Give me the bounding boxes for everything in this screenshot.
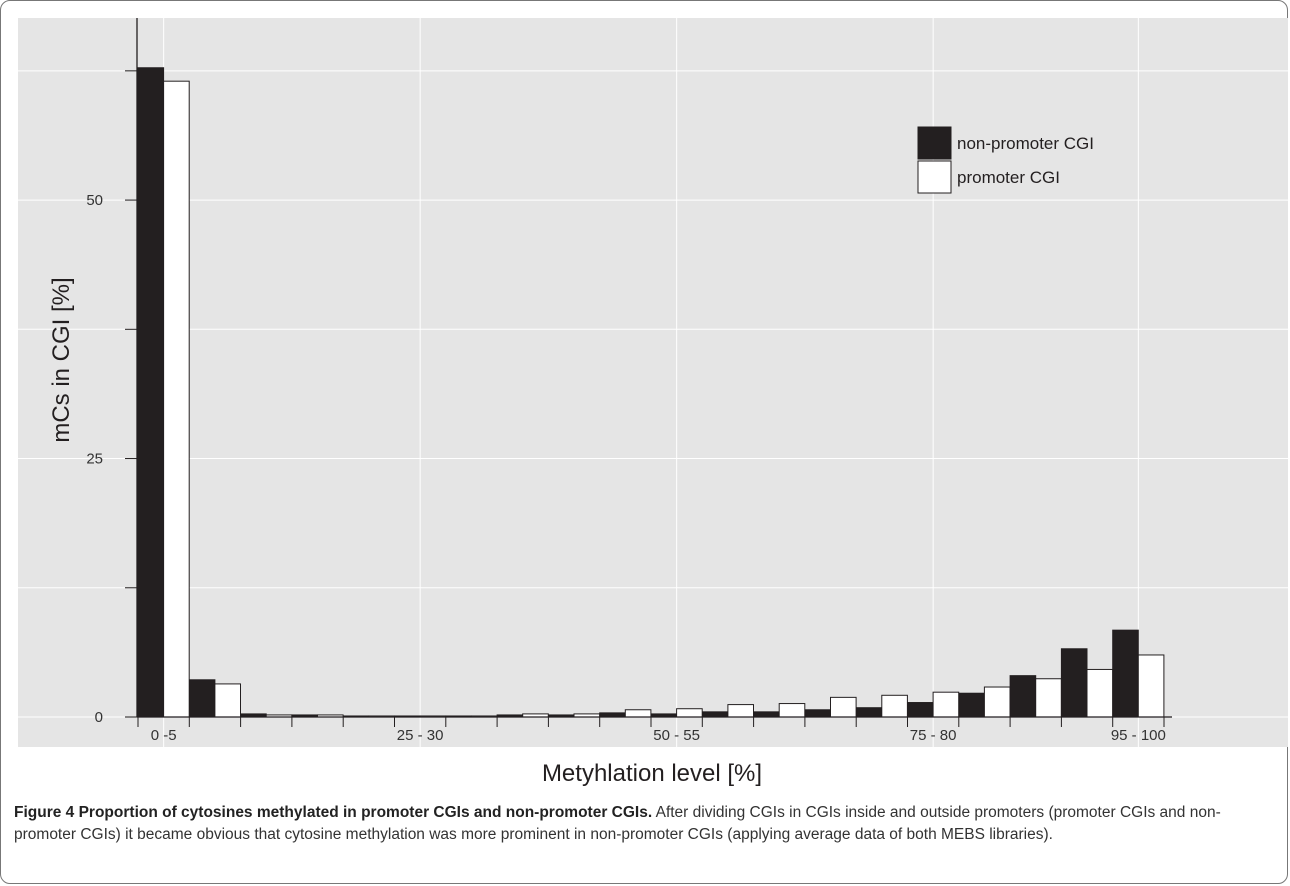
caption-title: Figure 4 Proportion of cytosines methyla… [14,804,653,821]
bar-promoter-12 [778,703,806,718]
bar-non-promoter-15 [907,702,934,718]
x-tick-label: 75 - 80 [910,727,957,744]
bar-non-promoter-13 [804,709,832,718]
y-axis-title: mCs in CGI [%] [48,277,75,442]
legend-label-non-promoter: non-promoter CGI [957,134,1094,153]
bar-non-promoter-12 [753,711,780,718]
bar-promoter-14 [881,694,908,718]
bar-non-promoter-11 [701,711,729,718]
bar-promoter-19 [1137,654,1165,718]
bar-chart: 0 25 50 0 -5 25 - 30 50 - 55 75 - 80 95 - 100 Me… [18,18,1288,787]
legend-swatch-promoter [917,160,952,194]
bar-non-promoter-1 [188,679,216,718]
bar-promoter-16 [983,686,1011,718]
y-tick-label-50: 50 [86,192,103,209]
figure-caption: Figure 4 Proportion of cytosines methyla… [14,802,1274,846]
bar-non-promoter-0 [137,67,165,718]
caption-text: After dividing CGIs in CGIs inside and o… [14,804,1221,843]
x-tick-label: 95 - 100 [1111,727,1166,744]
bar-promoter-13 [830,696,857,718]
bar-non-promoter-19 [1112,629,1139,718]
bar-promoter-10 [676,708,703,718]
x-tick-label: 0 -5 [151,727,177,744]
plot-panel [18,18,1288,747]
y-tick-label-25: 25 [86,451,103,468]
x-tick-label: 50 - 55 [653,727,700,744]
bar-non-promoter-18 [1060,648,1088,718]
y-tick-label-0: 0 [95,709,103,726]
x-axis-title: Metyhlation level [%] [542,760,762,787]
bar-promoter-0 [163,80,190,718]
bar-non-promoter-14 [855,707,883,718]
bar-promoter-15 [932,691,960,718]
bar-non-promoter-16 [958,692,985,718]
bar-promoter-11 [727,704,755,718]
bar-promoter-1 [214,683,241,718]
x-tick-label: 25 - 30 [397,727,444,744]
bar-promoter-18 [1086,668,1114,718]
bar-promoter-17 [1035,678,1062,718]
bar-non-promoter-17 [1009,675,1037,718]
legend-swatch-non-promoter [917,126,952,160]
legend-label-promoter: promoter CGI [957,168,1060,187]
bar-promoter-9 [624,709,652,718]
